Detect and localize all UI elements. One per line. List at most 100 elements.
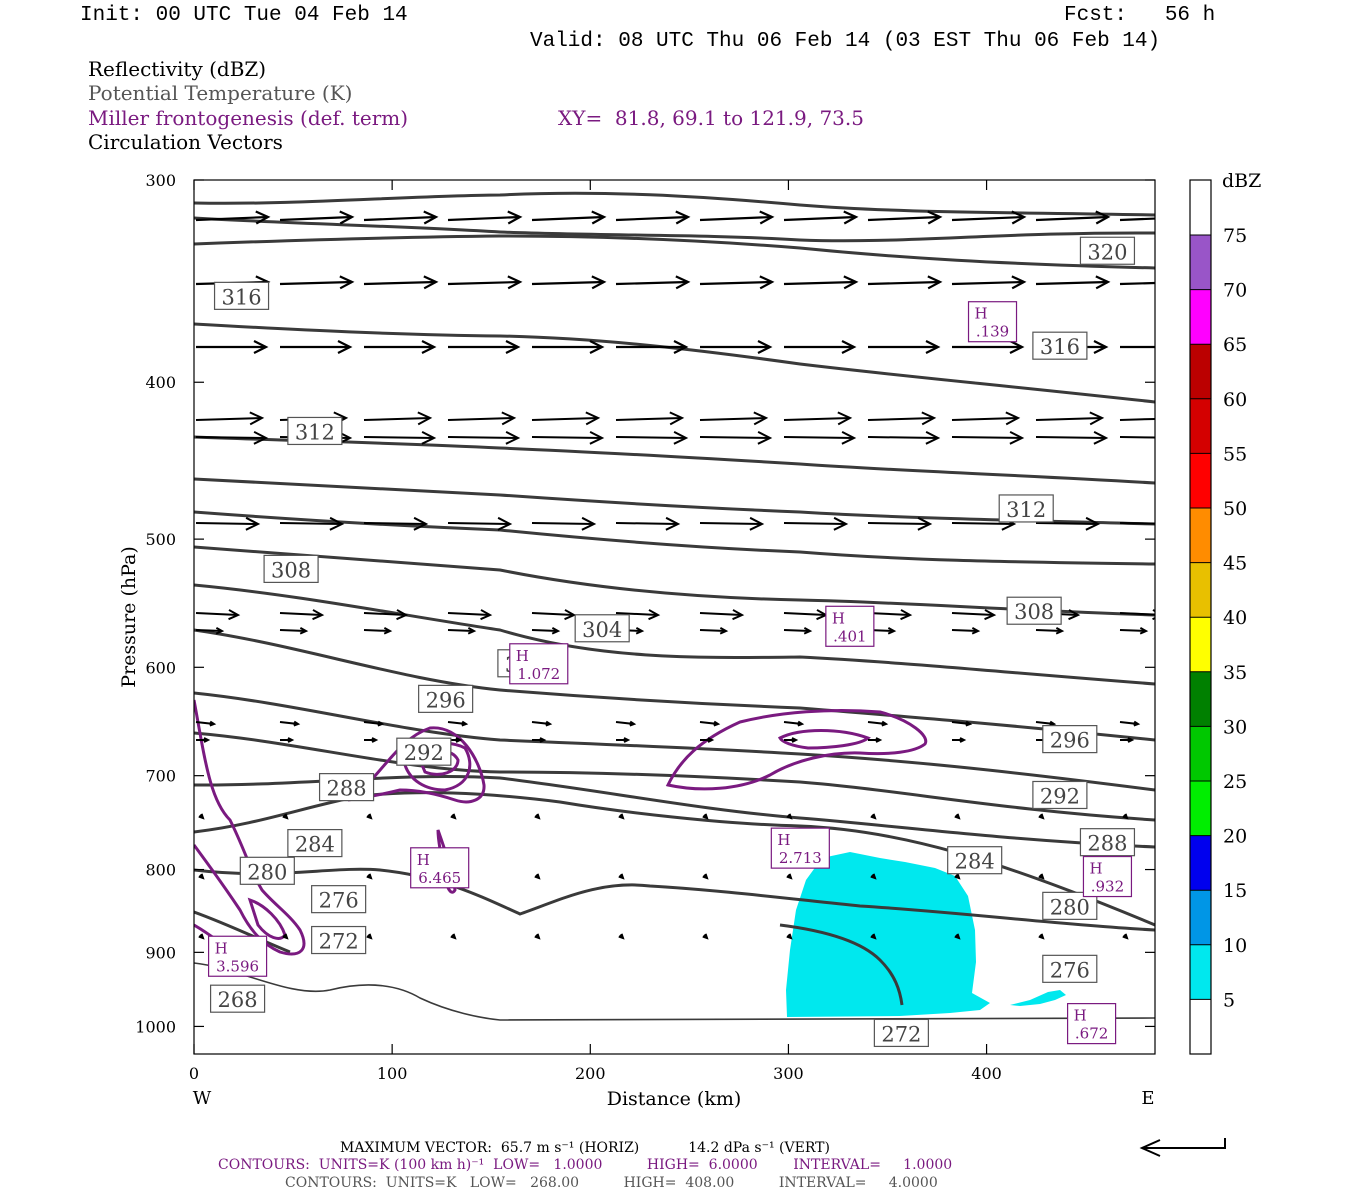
circulation-vector — [699, 516, 765, 531]
circulation-vector — [783, 720, 805, 727]
circulation-vector — [951, 609, 997, 621]
colorbar-swatch-60 — [1190, 344, 1211, 399]
theta-label-text: 320 — [1087, 240, 1127, 264]
circulation-vector — [783, 609, 829, 621]
circulation-vector — [870, 813, 877, 820]
x-tick-label: 200 — [575, 1064, 606, 1083]
circulation-vector — [363, 627, 393, 635]
colorbar-below-5 — [1190, 999, 1211, 1054]
circulation-vector — [786, 873, 793, 880]
colorbar-swatch-65 — [1190, 289, 1211, 345]
theta-label-text: 312 — [1006, 498, 1046, 522]
circulation-vector — [447, 516, 513, 531]
circulation-vector — [615, 609, 661, 621]
circulation-vector — [195, 609, 241, 621]
fronto-max-1.072: H1.072 — [509, 643, 569, 685]
theta-contour-272c — [194, 910, 904, 1006]
circulation-vector — [699, 210, 775, 225]
theta-contour-316 — [194, 216, 1155, 243]
circulation-vector — [870, 873, 877, 880]
circulation-vector — [531, 609, 577, 621]
circulation-vector — [532, 340, 605, 354]
fronto-max-h: H — [975, 305, 988, 323]
legend-miller-frontogenesis: Miller frontogenesis (def. term) — [88, 106, 409, 130]
circulation-vector — [616, 340, 689, 354]
circulation-vector — [363, 411, 433, 426]
circulation-vector — [1119, 417, 1155, 421]
fronto-max-h: H — [215, 939, 228, 957]
circulation-vector — [195, 720, 217, 727]
circulation-vector — [616, 737, 631, 743]
circulation-vector — [951, 627, 981, 635]
colorbar-swatch-10 — [1190, 890, 1211, 945]
theta-label-text: 280 — [247, 860, 287, 884]
circulation-vector — [783, 627, 813, 635]
footer-max-vector: MAXIMUM VECTOR: 65.7 m s⁻¹ (HORIZ) 14.2 … — [340, 1140, 830, 1156]
y-tick-label: 1000 — [135, 1017, 176, 1036]
circulation-vector — [615, 430, 689, 445]
reference-vector-arrow — [1139, 1138, 1226, 1157]
circulation-vector — [1038, 933, 1045, 940]
theta-label-text: 268 — [218, 988, 258, 1012]
colorbar-swatch-45 — [1190, 508, 1211, 563]
circulation-vector — [702, 933, 709, 940]
circulation-vector — [447, 627, 477, 635]
y-tick-label: 800 — [145, 861, 176, 880]
circulation-vector — [447, 609, 493, 621]
circulation-vector — [531, 411, 601, 426]
circulation-vector — [1122, 933, 1129, 940]
circulation-vector — [1120, 345, 1155, 349]
circulation-vector — [615, 720, 637, 727]
circulation-vector — [1035, 720, 1057, 727]
theta-label-text: 284 — [295, 833, 335, 857]
theta-label-text: 292 — [404, 741, 444, 765]
circulation-vector — [447, 411, 517, 426]
frontogenesis-maxima: H.139H.401H1.072H2.713H6.465H.932H3.596H… — [207, 301, 1133, 1045]
fronto-max-value: .139 — [976, 323, 1009, 341]
circulation-vector — [195, 516, 261, 531]
circulation-vector — [783, 210, 859, 225]
circulation-vector — [702, 873, 709, 880]
fronto-max-.139: H.139 — [967, 301, 1018, 343]
circulation-vector — [783, 516, 849, 531]
circulation-vector — [699, 720, 721, 727]
circulation-vector — [1119, 436, 1155, 439]
colorbar-label-75: 75 — [1223, 225, 1247, 247]
axis-ticks: 0 100 200 300 400 300 400 500 600 700 800 900 1000 — [135, 171, 1155, 1083]
circulation-vector — [951, 411, 1021, 426]
theta-label-288: 288 — [1079, 828, 1136, 857]
circulation-vector — [531, 275, 607, 290]
colorbar-label-5: 5 — [1223, 989, 1235, 1011]
circulation-vector — [952, 340, 1025, 354]
theta-label-text: 296 — [426, 688, 466, 712]
y-tick-label: 500 — [145, 530, 176, 549]
circulation-vector — [1120, 737, 1135, 743]
theta-label-288: 288 — [318, 773, 375, 802]
legend-xy-endpoints: XY= 81.8, 69.1 to 121.9, 73.5 — [558, 106, 864, 130]
theta-label-text: 308 — [1014, 600, 1054, 624]
circulation-vector — [867, 516, 933, 531]
circulation-vector — [195, 411, 265, 426]
circulation-vector — [1119, 217, 1155, 222]
theta-label-text: 272 — [881, 1022, 921, 1046]
circulation-vector — [196, 737, 211, 743]
circulation-vector — [699, 430, 773, 445]
fronto-max-.401: H.401 — [825, 605, 875, 647]
circulation-vector — [951, 210, 1027, 225]
circulation-vector — [699, 609, 745, 621]
colorbar-label-65: 65 — [1223, 334, 1247, 356]
fronto-max-h: H — [832, 609, 845, 627]
theta-contour-320 — [194, 191, 1155, 217]
theta-label-272: 272 — [311, 925, 367, 955]
colorbar-label-35: 35 — [1223, 662, 1247, 684]
circulation-vector — [868, 340, 941, 354]
circulation-vector — [1119, 281, 1155, 286]
theta-label-284: 284 — [947, 846, 1003, 875]
theta-label-316: 316 — [1032, 331, 1088, 360]
colorbar-swatch-40 — [1190, 562, 1211, 618]
circulation-vector — [618, 873, 625, 880]
circulation-vector — [447, 275, 523, 290]
circulation-vector — [531, 210, 607, 225]
circulation-vector — [783, 275, 859, 290]
